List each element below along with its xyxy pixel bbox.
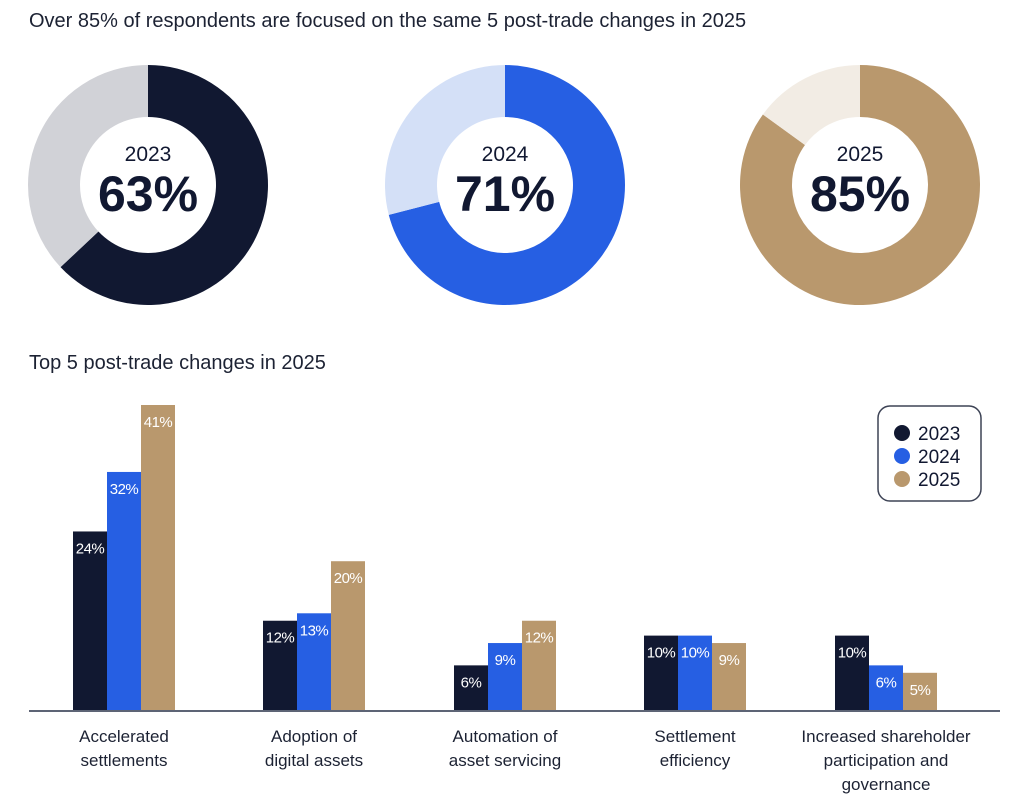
donut-slice-focused bbox=[60, 65, 268, 306]
page-title: Over 85% of respondents are focused on t… bbox=[29, 10, 747, 32]
donut-year: 2025 bbox=[837, 143, 884, 166]
bar-2024-3 bbox=[678, 635, 712, 710]
legend-label: 2025 bbox=[918, 470, 960, 491]
bar-2023-0 bbox=[73, 531, 107, 710]
bar-2023-1 bbox=[263, 620, 297, 710]
donut-year: 2023 bbox=[125, 143, 172, 166]
bar-data-label: 6% bbox=[876, 674, 897, 691]
category-label: governance bbox=[842, 775, 931, 794]
category-label: Accelerated bbox=[79, 727, 169, 746]
bar-chart-title: Top 5 post-trade changes in 2025 bbox=[29, 352, 326, 374]
donut-slice-rest bbox=[385, 65, 505, 215]
category-label: Adoption of bbox=[271, 727, 357, 746]
category-label: digital assets bbox=[265, 751, 363, 770]
donut-value: 63% bbox=[98, 166, 198, 222]
bar-data-label: 41% bbox=[144, 414, 173, 431]
donut-slice-focused bbox=[388, 65, 625, 305]
bar-data-label: 9% bbox=[719, 652, 740, 669]
category-label: Increased shareholder bbox=[801, 727, 971, 746]
bar-2024-0 bbox=[107, 471, 141, 710]
legend-swatch bbox=[894, 471, 910, 487]
bar-data-label: 10% bbox=[647, 645, 676, 662]
bar-2025-3 bbox=[712, 643, 746, 710]
bar-data-label: 12% bbox=[266, 630, 295, 647]
category-label: participation and bbox=[824, 751, 949, 770]
bar-data-label: 32% bbox=[110, 481, 139, 498]
category-label: Automation of bbox=[453, 727, 558, 746]
bar-data-label: 9% bbox=[495, 652, 516, 669]
bar-2025-4 bbox=[903, 672, 937, 710]
bar-data-label: 10% bbox=[681, 645, 710, 662]
bar-data-label: 5% bbox=[910, 682, 931, 699]
bar-2023-3 bbox=[644, 635, 678, 710]
bar-2024-2 bbox=[488, 643, 522, 710]
bar-data-label: 10% bbox=[838, 645, 867, 662]
bar-2025-1 bbox=[331, 561, 365, 710]
legend-swatch bbox=[894, 425, 910, 441]
bar-2025-0 bbox=[141, 405, 175, 710]
donut-slice-focused bbox=[739, 65, 980, 305]
legend-swatch bbox=[894, 448, 910, 464]
legend-label: 2023 bbox=[918, 424, 960, 445]
bar-data-label: 12% bbox=[525, 630, 554, 647]
bar-data-label: 6% bbox=[461, 674, 482, 691]
bar-data-label: 20% bbox=[334, 570, 363, 587]
bar-data-label: 13% bbox=[300, 622, 329, 639]
bar-2024-1 bbox=[297, 613, 331, 710]
bar-2025-2 bbox=[522, 620, 556, 710]
bar-data-label: 24% bbox=[76, 540, 105, 557]
legend-label: 2024 bbox=[918, 447, 961, 468]
category-label: efficiency bbox=[660, 751, 731, 770]
donut-value: 71% bbox=[455, 166, 555, 222]
bar-2023-4 bbox=[835, 635, 869, 710]
category-label: settlements bbox=[81, 751, 168, 770]
donut-slice-rest bbox=[762, 65, 860, 146]
bar-2024-4 bbox=[869, 665, 903, 710]
category-label: Settlement bbox=[654, 727, 736, 746]
donut-year: 2024 bbox=[482, 143, 529, 166]
bar-2023-2 bbox=[454, 665, 488, 710]
category-label: asset servicing bbox=[449, 751, 561, 770]
donut-slice-rest bbox=[27, 65, 148, 268]
donut-value: 85% bbox=[810, 166, 910, 222]
